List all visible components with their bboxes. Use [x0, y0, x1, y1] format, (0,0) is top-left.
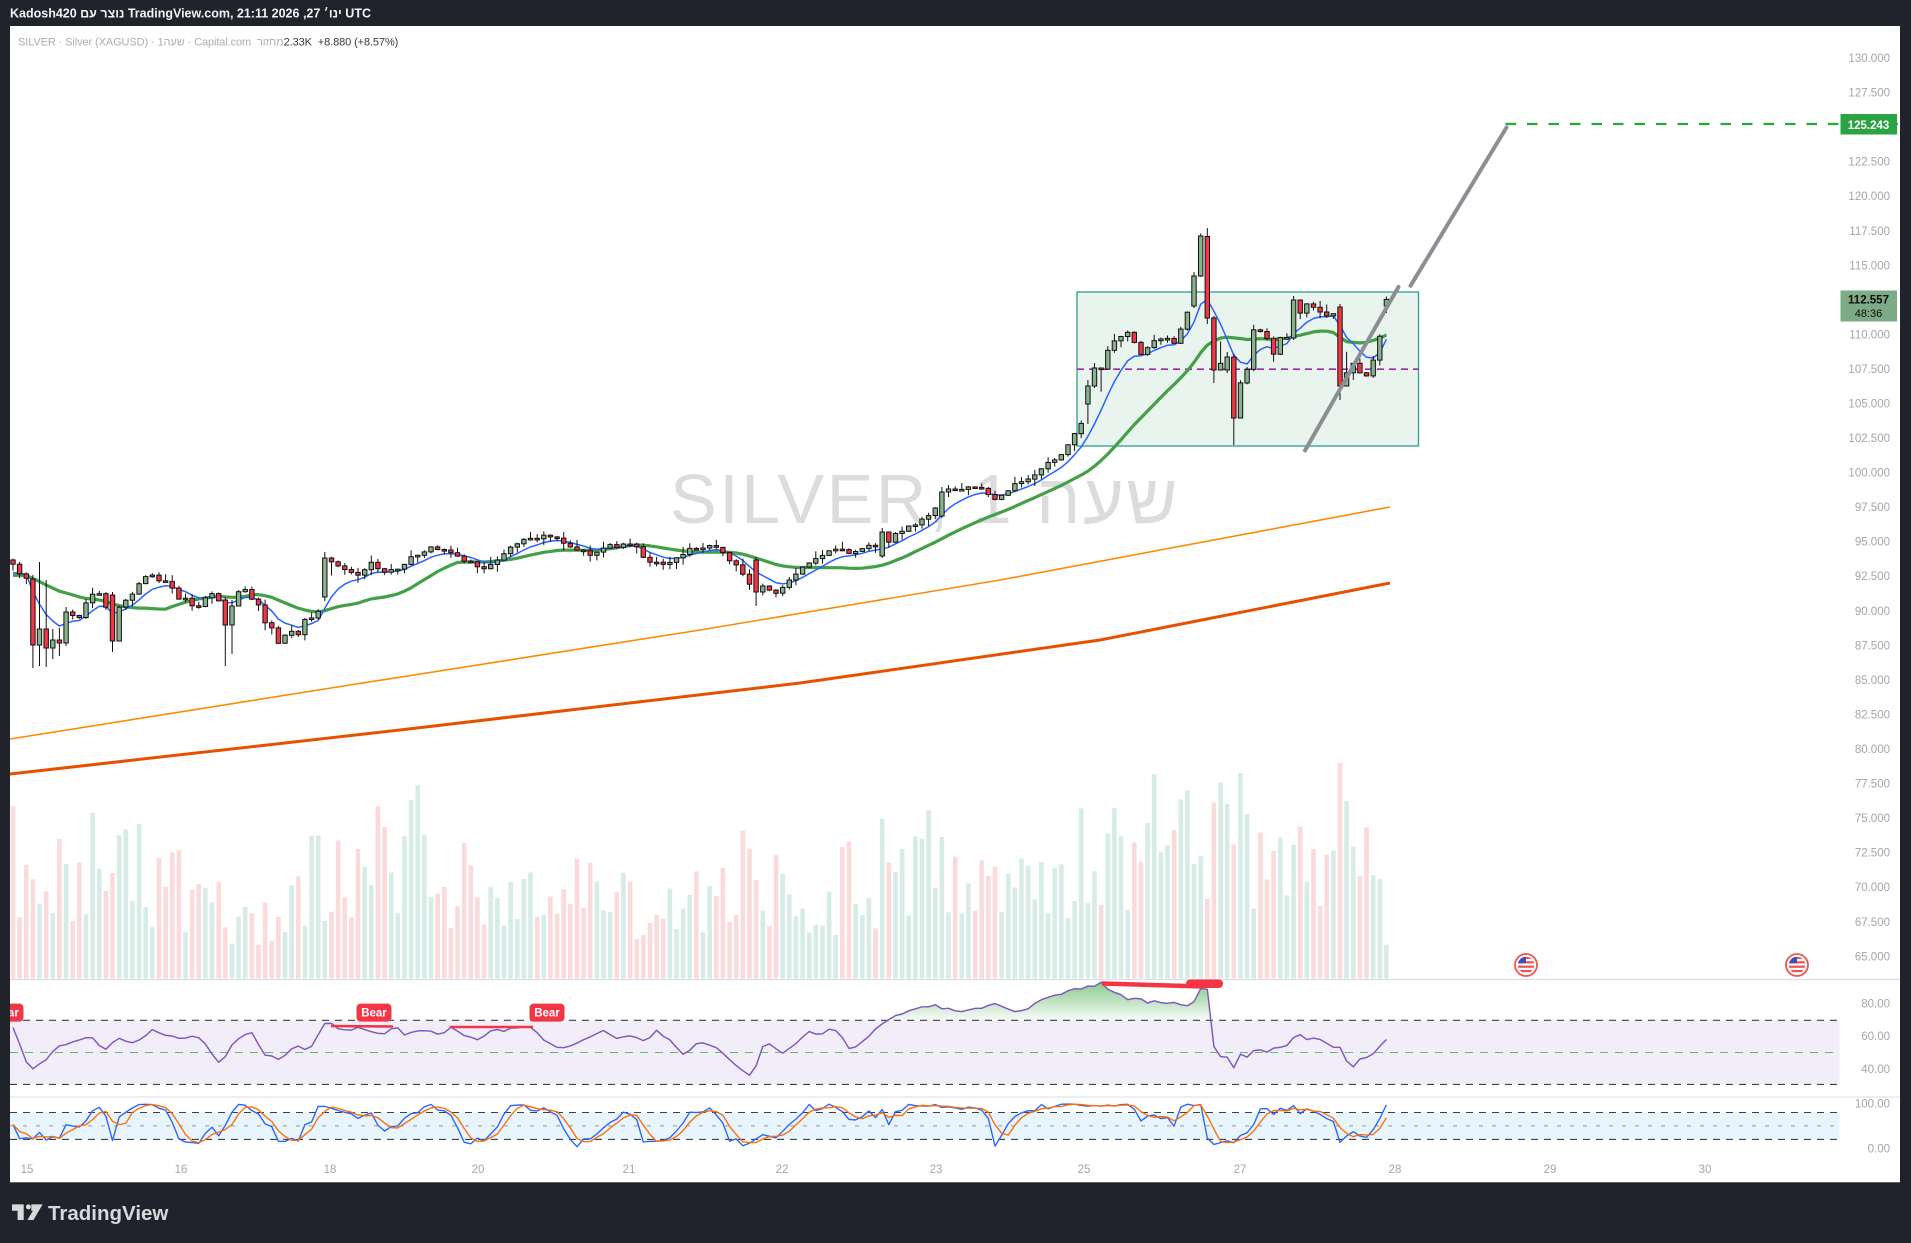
svg-text:92.500: 92.500: [1855, 571, 1890, 583]
svg-text:75.000: 75.000: [1855, 813, 1890, 825]
svg-text:18: 18: [324, 1164, 337, 1176]
svg-text:95.000: 95.000: [1855, 537, 1890, 549]
svg-text:80.00: 80.00: [1861, 998, 1890, 1010]
svg-text:27: 27: [1234, 1164, 1247, 1176]
svg-text:21: 21: [623, 1164, 636, 1176]
svg-text:23: 23: [930, 1164, 943, 1176]
svg-text:15: 15: [21, 1164, 34, 1176]
svg-text:97.500: 97.500: [1855, 502, 1890, 514]
svg-text:120.000: 120.000: [1848, 191, 1890, 203]
svg-text:72.500: 72.500: [1855, 848, 1890, 860]
svg-text:110.000: 110.000: [1849, 329, 1890, 341]
svg-text:67.500: 67.500: [1855, 917, 1890, 929]
svg-text:28: 28: [1389, 1164, 1402, 1176]
svg-text:SILVER · Silver (XAGUSD) · 1שע: SILVER · Silver (XAGUSD) · 1שעה · Capita…: [18, 37, 398, 49]
svg-text:130.000: 130.000: [1848, 53, 1890, 65]
svg-text:Bear: Bear: [534, 1008, 560, 1020]
svg-text:85.000: 85.000: [1855, 675, 1890, 687]
svg-text:20: 20: [472, 1164, 485, 1176]
svg-text:Bear: Bear: [361, 1008, 387, 1020]
svg-text:40.00: 40.00: [1861, 1064, 1890, 1076]
svg-text:117.500: 117.500: [1849, 226, 1890, 238]
svg-text:77.500: 77.500: [1855, 779, 1890, 791]
svg-text:127.500: 127.500: [1848, 88, 1890, 100]
svg-text:30: 30: [1699, 1164, 1712, 1176]
svg-text:22: 22: [776, 1164, 789, 1176]
svg-text:82.500: 82.500: [1855, 710, 1890, 722]
svg-text:29: 29: [1544, 1164, 1557, 1176]
svg-text:107.500: 107.500: [1848, 364, 1890, 376]
svg-text:125.243: 125.243: [1848, 120, 1890, 132]
svg-text:87.500: 87.500: [1855, 640, 1890, 652]
svg-text:115.000: 115.000: [1849, 260, 1890, 272]
svg-text:SILVER, שעה 1: SILVER, שעה 1: [670, 460, 1180, 538]
svg-text:105.000: 105.000: [1848, 399, 1890, 411]
svg-text:112.557: 112.557: [1848, 295, 1889, 307]
svg-text:48:36: 48:36: [1855, 308, 1883, 320]
svg-text:122.500: 122.500: [1848, 157, 1890, 169]
svg-text:70.000: 70.000: [1855, 882, 1890, 894]
svg-text:60.00: 60.00: [1861, 1031, 1890, 1043]
svg-text:65.000: 65.000: [1855, 951, 1890, 963]
svg-text:Bear: Bear: [0, 1008, 19, 1020]
svg-text:80.000: 80.000: [1855, 744, 1890, 756]
svg-text:100.000: 100.000: [1848, 468, 1890, 480]
svg-text:Kadosh420 נוצר עם TradingView.: Kadosh420 נוצר עם TradingView.com, 21:11…: [10, 7, 371, 21]
svg-text:90.000: 90.000: [1855, 606, 1890, 618]
svg-text:102.500: 102.500: [1848, 433, 1890, 445]
svg-text:0.00: 0.00: [1868, 1143, 1890, 1155]
svg-text:16: 16: [175, 1164, 188, 1176]
svg-text:TradingView: TradingView: [48, 1202, 168, 1225]
svg-text:25: 25: [1078, 1164, 1091, 1176]
svg-text:100.00: 100.00: [1855, 1099, 1890, 1111]
